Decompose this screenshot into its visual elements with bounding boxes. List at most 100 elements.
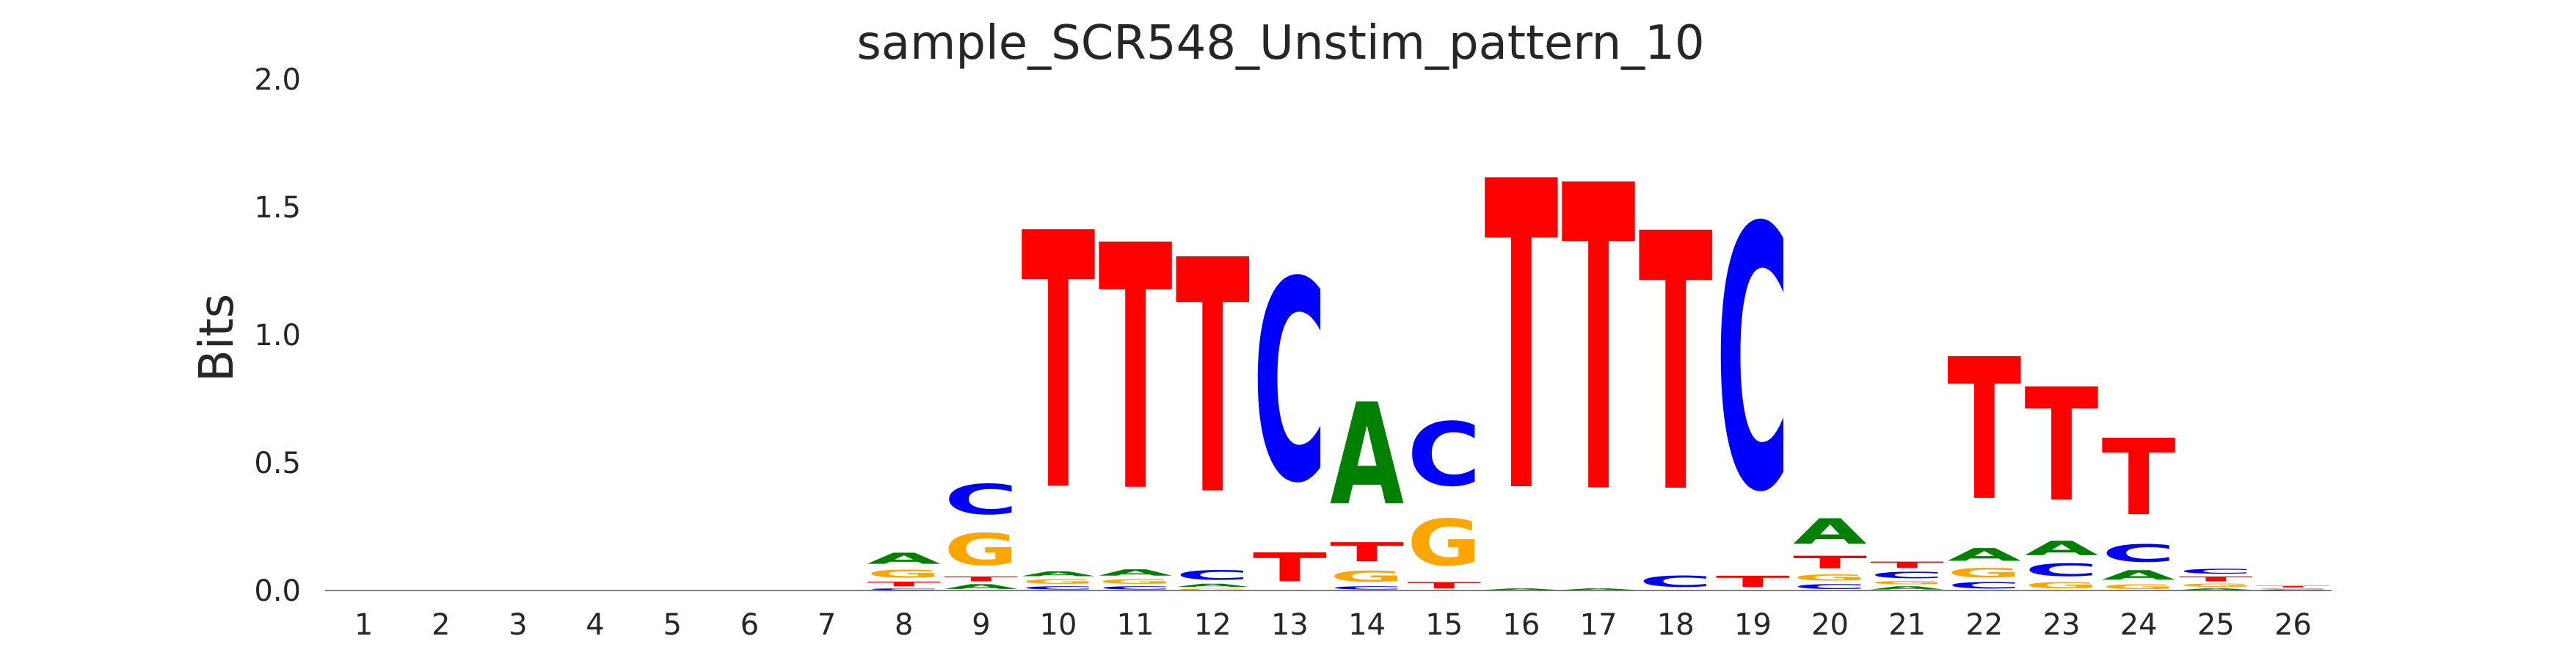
x-tick-label: 2 (432, 608, 450, 642)
logo-letter-C: C (944, 475, 1018, 524)
logo-letter-T: T (2024, 357, 2098, 538)
logo-letter-A: A (867, 550, 941, 568)
x-tick-label: 13 (1271, 608, 1309, 642)
logo-letter-G: G (1176, 588, 1250, 590)
x-tick-label: 14 (1348, 608, 1386, 642)
y-tick-label: 0.5 (254, 447, 301, 480)
logo-letter-C: C (1253, 223, 1327, 544)
logo-letter-T: T (1407, 580, 1481, 590)
logo-letter-A: A (1330, 375, 1404, 537)
x-tick-label: 15 (1425, 608, 1463, 642)
logo-letter-T: T (2256, 585, 2330, 588)
x-tick-label: 10 (1040, 608, 1077, 642)
logo-letter-G: G (1870, 580, 1944, 585)
logo-letter-T: T (1021, 159, 1096, 569)
x-axis-ticks: 1 2 3 4 5 6 7 8 9 10 11 12 13 14 15 16 17 18 19 20 21 22 23 24 2… (354, 608, 2312, 642)
logo-letter-C: C (867, 588, 941, 590)
logo-letter-A: A (1099, 568, 1173, 578)
x-tick-label: 20 (1811, 608, 1849, 642)
logo-letter-T: T (1793, 552, 1867, 573)
logo-letter-A: A (1870, 585, 1944, 590)
x-tick-label: 19 (1734, 608, 1772, 642)
logo-letter-A: A (2024, 537, 2098, 560)
y-tick-label: 1.0 (254, 319, 301, 353)
logo-letter-A: A (1947, 545, 2022, 566)
logo-letter-C: C (1176, 568, 1250, 583)
logo-letter-T: T (1330, 537, 1404, 567)
logo-letter-T: T (1947, 317, 2021, 544)
logo-letter-G: G (1407, 507, 1481, 581)
y-axis-ticks: 0.0 0.5 1.0 1.5 2.0 (254, 63, 301, 608)
logo-letter-T: T (1870, 560, 1944, 570)
x-tick-label: 16 (1502, 608, 1540, 642)
x-tick-label: 4 (586, 608, 604, 642)
logo-letter-T: T (1484, 94, 1559, 587)
chart-title: sample_SCR548_Unstim_pattern_10 (856, 16, 1704, 71)
x-tick-label: 23 (2043, 608, 2081, 642)
logo-letter-C: C (2179, 568, 2253, 575)
logo-letter-G: G (2179, 583, 2253, 588)
x-tick-label: 17 (1580, 608, 1618, 642)
logo-letter-G: G (1330, 568, 1404, 585)
x-tick-label: 25 (2197, 608, 2235, 642)
x-tick-label: 5 (663, 608, 681, 642)
logo-letter-T: T (944, 575, 1018, 582)
x-tick-label: 11 (1117, 608, 1154, 642)
logo-letter-C: C (2256, 589, 2330, 590)
logo-letter-T: T (1639, 160, 1714, 572)
y-tick-label: 1.5 (254, 191, 301, 225)
logo-letter-T: T (1716, 573, 1790, 590)
logo-letter-T: T (1176, 192, 1251, 566)
y-tick-label: 0.0 (254, 574, 301, 608)
logo-letter-A: A (944, 583, 1019, 590)
logo-letter-A: A (1484, 588, 1558, 590)
x-tick-label: 12 (1194, 608, 1231, 642)
y-axis-label: Bits (190, 294, 244, 382)
logo-letter-T: T (2102, 418, 2176, 540)
logo-letter-G: G (1947, 565, 2021, 580)
logo-letter-C: C (1947, 580, 2021, 590)
logo-letter-C: C (1639, 573, 1713, 590)
x-tick-label: 1 (354, 608, 373, 642)
logo-letter-T: T (1562, 99, 1637, 587)
logo-letter-A: A (2179, 588, 2253, 590)
x-tick-label: 21 (1888, 608, 1926, 642)
logo-letter-G: G (2102, 583, 2176, 590)
logo-letter-A: A (2102, 568, 2176, 583)
logo-letter-A: A (1793, 512, 1867, 552)
x-tick-label: 8 (895, 608, 913, 642)
x-tick-label: 24 (2120, 608, 2158, 642)
logo-letter-G: G (944, 524, 1018, 575)
x-tick-label: 7 (818, 608, 836, 642)
logo-letter-C: C (1870, 570, 1944, 580)
logo-letter-C: C (1793, 583, 1867, 590)
logo-letter-T: T (1099, 176, 1174, 567)
x-tick-label: 3 (509, 608, 527, 642)
logo-letter-C: C (1099, 585, 1173, 590)
logo-letter-C: C (1021, 585, 1095, 590)
logo-letter-C: C (2102, 539, 2176, 567)
logo-letter-G: G (1021, 578, 1095, 585)
logo-letter-G: G (867, 568, 941, 580)
logo-letter-A: A (1021, 570, 1096, 577)
y-tick-label: 2.0 (254, 63, 301, 97)
logo-letter-C: C (2024, 560, 2098, 580)
logo-letter-A: A (1176, 583, 1250, 588)
x-tick-label: 26 (2274, 608, 2312, 642)
x-tick-label: 6 (741, 608, 759, 642)
logo-letter-T: T (2179, 575, 2253, 582)
logo-letter-G: G (1099, 578, 1173, 585)
x-tick-label: 18 (1657, 608, 1695, 642)
x-tick-label: 9 (972, 608, 990, 642)
logo-letter-C: C (1407, 405, 1481, 506)
logo-letter-C: C (1716, 151, 1790, 571)
logo-letter-A: A (1562, 588, 1636, 590)
logo-letter-G: G (2256, 588, 2330, 590)
x-tick-label: 22 (1965, 608, 2003, 642)
logo-letter-T: T (867, 580, 941, 588)
logo-letter-G: G (2024, 580, 2098, 590)
logo-letter-C: C (1330, 585, 1404, 590)
logo-letter-T: T (1253, 545, 1327, 590)
